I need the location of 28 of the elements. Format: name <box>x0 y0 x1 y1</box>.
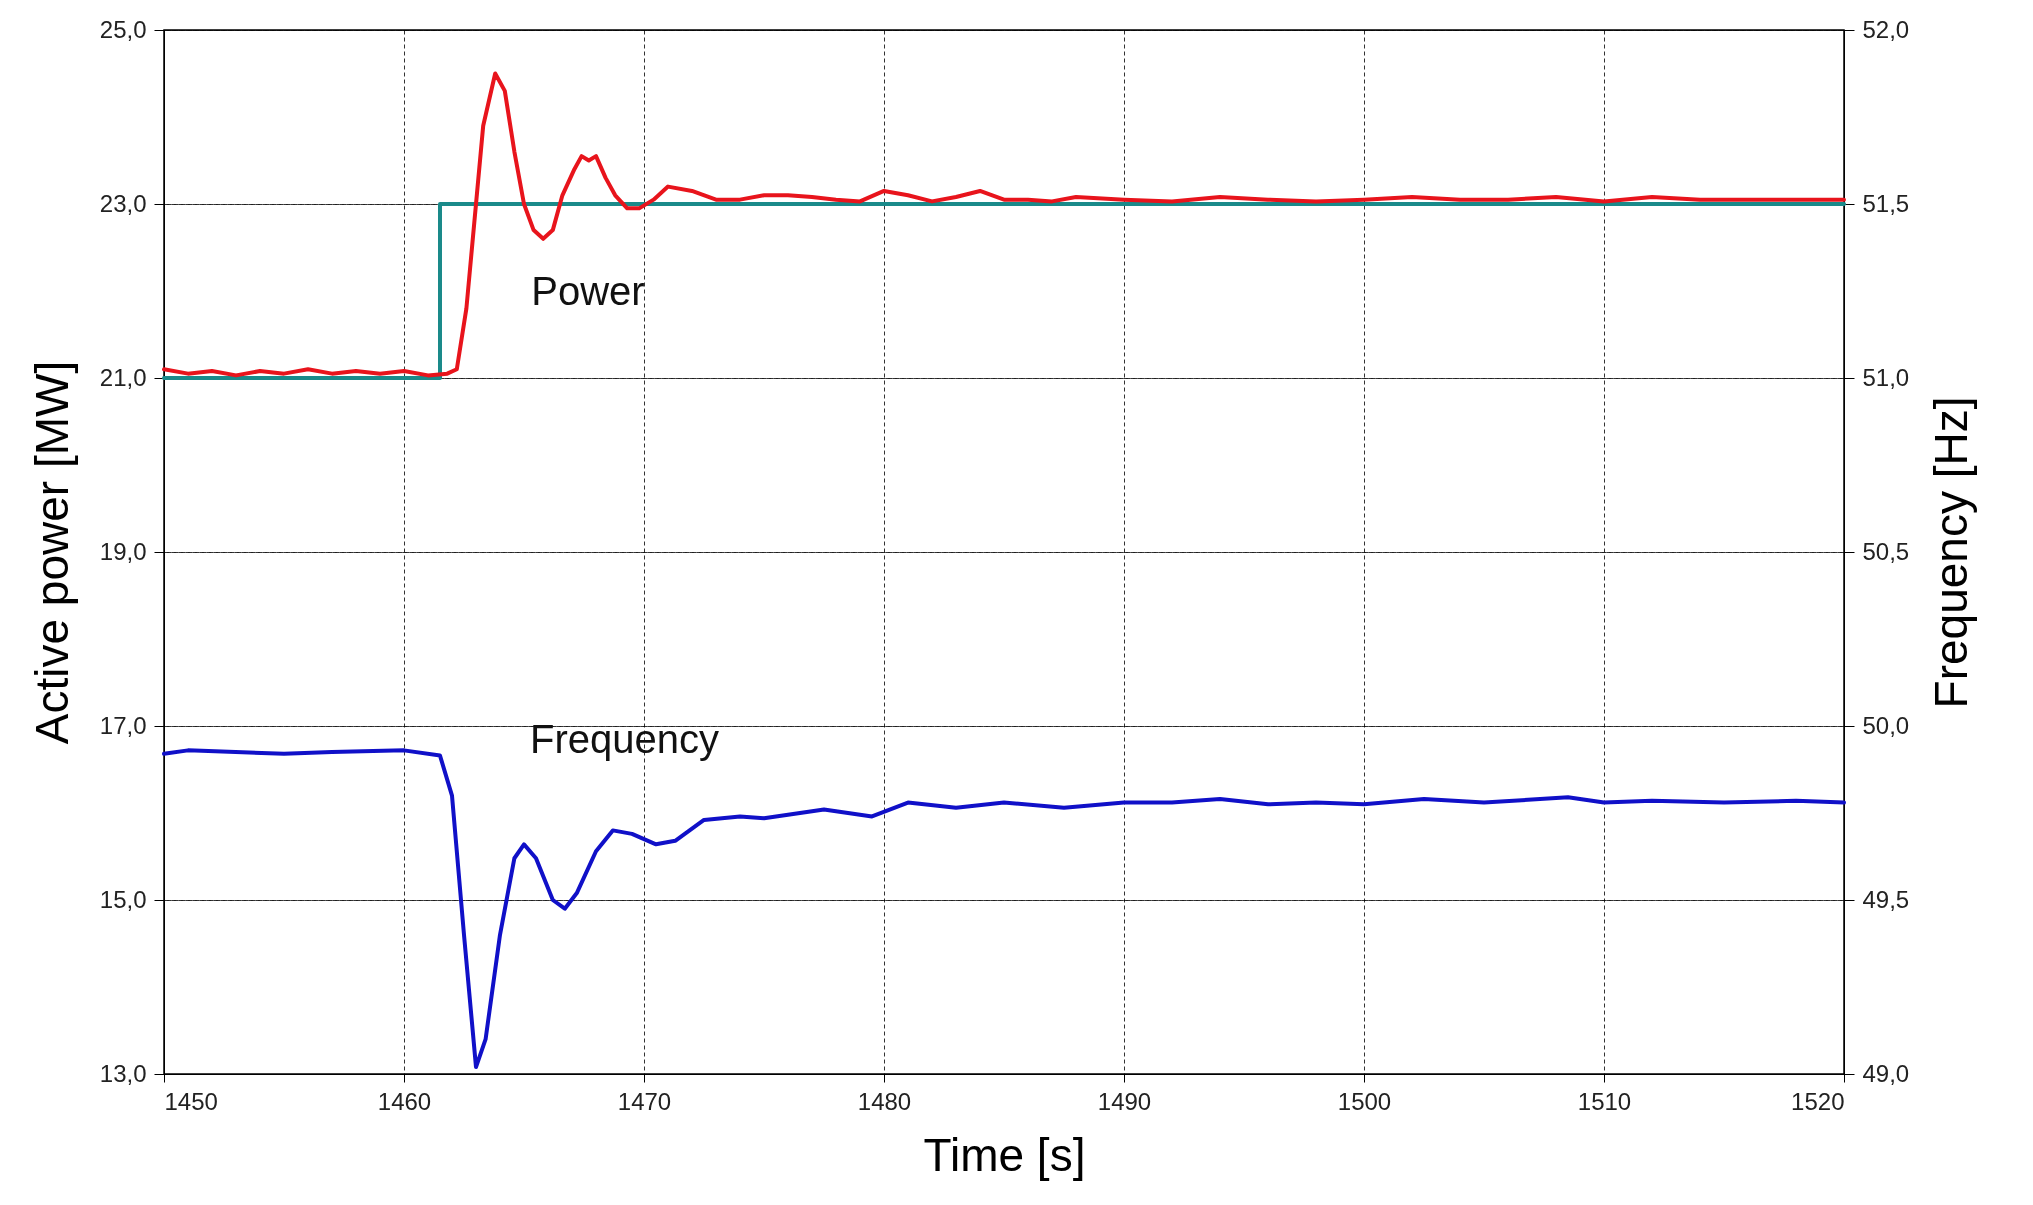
y-axis-title: Active power [MW] <box>25 360 78 745</box>
y-tick-label: 15,0 <box>99 885 147 913</box>
x-tick-label: 1480 <box>857 1087 912 1115</box>
x-tick-label: 1470 <box>617 1087 672 1115</box>
y-tick-label: 13,0 <box>99 1059 147 1087</box>
y-tick-label: 17,0 <box>99 711 147 739</box>
x-tick-label: 1460 <box>377 1087 432 1115</box>
x-tick-label: 1510 <box>1577 1087 1632 1115</box>
x-axis-title: Time [s] <box>923 1128 1086 1181</box>
y2-tick-label: 52,0 <box>1862 15 1910 43</box>
y2-axis-title: Frequency [Hz] <box>1925 396 1978 709</box>
series-label: Power <box>531 268 645 313</box>
y2-tick-label: 51,0 <box>1862 363 1910 391</box>
y-tick-label: 21,0 <box>99 363 147 391</box>
x-tick-label: 1500 <box>1337 1087 1392 1115</box>
line-series <box>162 71 1846 378</box>
y-tick-label: 19,0 <box>99 537 147 565</box>
x-tick-label: 1520 <box>1791 1087 1845 1115</box>
y2-tick-label: 50,0 <box>1862 711 1910 739</box>
x-tick-label: 1450 <box>164 1087 218 1115</box>
x-tick-label: 1490 <box>1097 1087 1152 1115</box>
y2-tick-label: 51,5 <box>1862 189 1910 217</box>
y2-tick-label: 49,0 <box>1862 1059 1910 1087</box>
y2-tick-label: 50,5 <box>1862 537 1910 565</box>
y-tick-label: 23,0 <box>99 189 147 217</box>
y2-tick-label: 49,5 <box>1862 885 1910 913</box>
y-tick-label: 25,0 <box>99 15 147 43</box>
series-label: Frequency <box>530 717 719 762</box>
